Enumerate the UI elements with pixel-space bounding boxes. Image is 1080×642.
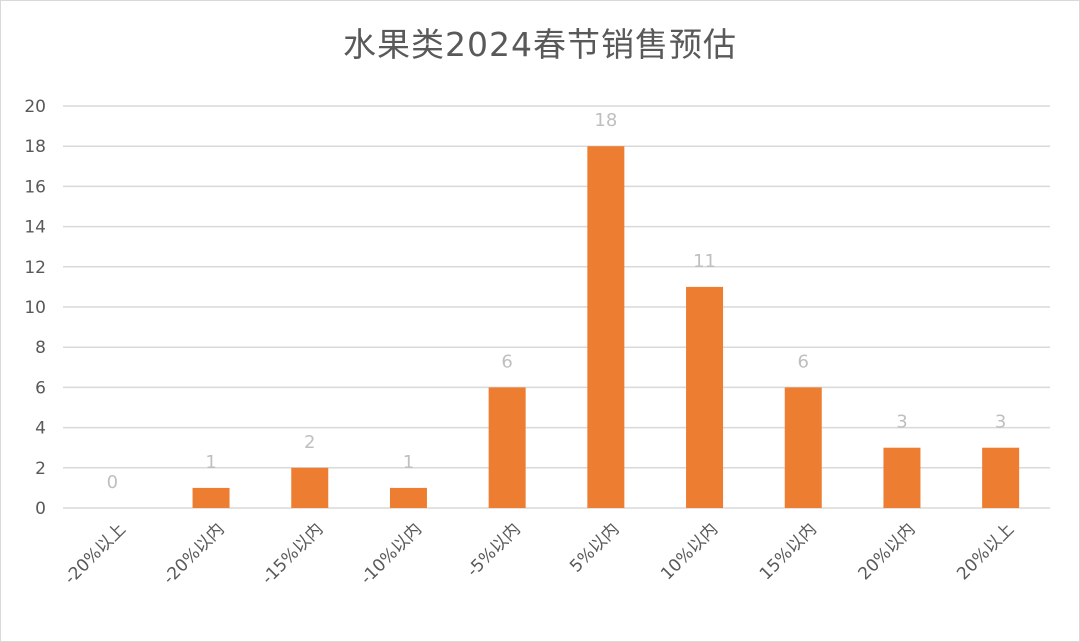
bar (587, 146, 625, 508)
bar (982, 447, 1020, 508)
x-category-label: 10%以内 (657, 519, 722, 584)
bar (883, 447, 921, 508)
data-labels: 0 1 2 1 6 18 11 6 3 3 (107, 110, 1007, 493)
x-category-label: 15%以内 (756, 519, 821, 584)
y-tick-label: 14 (24, 218, 46, 238)
y-tick-label: 10 (24, 298, 46, 318)
x-category-label: -5%以内 (463, 519, 525, 581)
x-axis-categories: -20%以上 -20%以内 -15%以内 -10%以内 -5%以内 5%以内 10%以内 15… (61, 519, 1019, 588)
y-tick-label: 18 (24, 137, 46, 157)
bar (784, 387, 822, 508)
bar-data-label: 3 (896, 412, 907, 433)
bar-data-label: 1 (205, 452, 216, 473)
y-tick-label: 4 (35, 419, 46, 439)
bar-data-label: 0 (107, 472, 118, 493)
bars (192, 146, 1020, 508)
chart-title: 水果类2024春节销售预估 (343, 25, 737, 64)
y-tick-label: 6 (35, 378, 46, 398)
bar-data-label: 6 (501, 351, 512, 372)
x-category-label: -10%以内 (357, 519, 426, 588)
bar-data-label: 2 (304, 432, 315, 453)
bar-data-label: 6 (798, 351, 809, 372)
x-category-label: -20%以上 (61, 519, 130, 588)
y-tick-label: 16 (24, 177, 46, 197)
bar-data-label: 1 (403, 452, 414, 473)
gridlines (63, 105, 1050, 509)
bar-data-label: 11 (693, 251, 716, 272)
x-category-label: 20%以上 (953, 519, 1018, 584)
y-tick-label: 2 (35, 459, 46, 479)
y-tick-label: 8 (35, 338, 46, 358)
y-tick-label: 12 (24, 258, 46, 278)
bar (291, 467, 329, 508)
bar-data-label: 3 (995, 412, 1006, 433)
bar-data-label: 18 (594, 110, 617, 131)
x-category-label: 20%以内 (855, 519, 920, 584)
y-tick-label: 0 (35, 499, 46, 519)
bar (686, 286, 724, 508)
x-category-label: 5%以内 (566, 519, 623, 576)
y-axis-ticks: 0 2 4 6 8 10 12 14 16 18 20 (24, 97, 46, 519)
bar (192, 487, 230, 508)
bar (389, 487, 427, 508)
x-category-label: -15%以内 (258, 519, 327, 588)
x-category-label: -20%以内 (159, 519, 228, 588)
bar (488, 387, 526, 508)
y-tick-label: 20 (24, 97, 46, 117)
